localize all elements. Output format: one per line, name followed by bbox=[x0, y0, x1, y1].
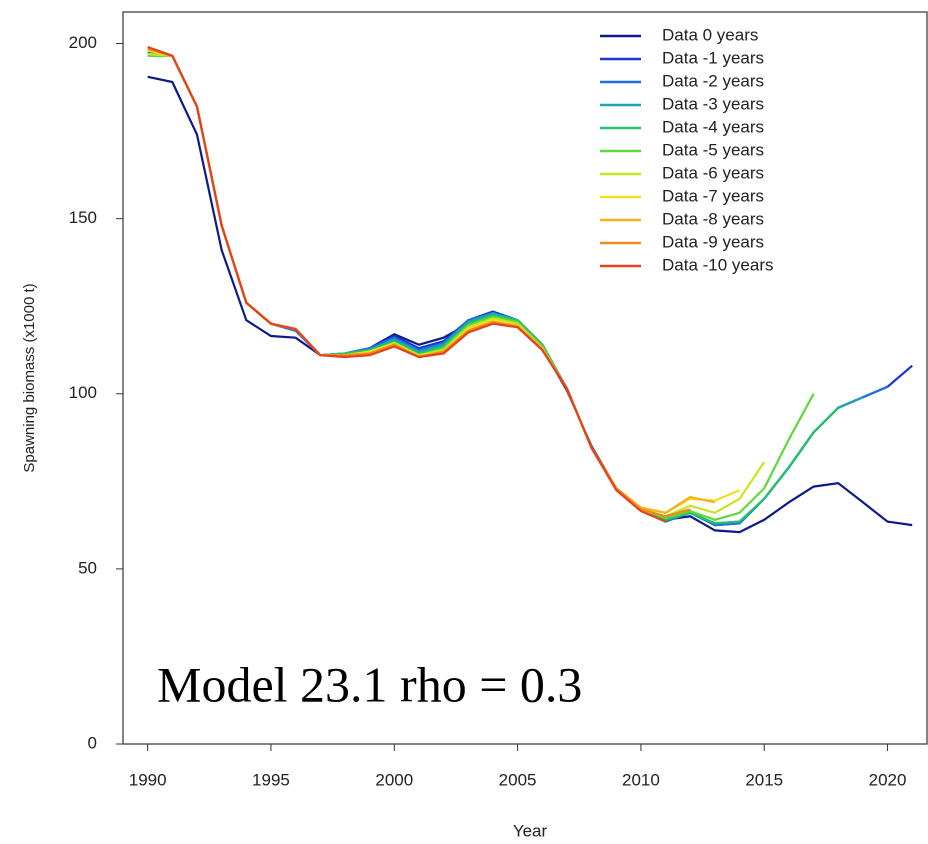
y-axis-label: Spawning biomass (x1000 t) bbox=[21, 283, 38, 472]
series-line bbox=[147, 49, 741, 514]
legend-label: Data -6 years bbox=[662, 163, 764, 182]
legend-label: Data -10 years bbox=[662, 255, 774, 274]
y-tick-label: 200 bbox=[69, 33, 97, 52]
x-tick-label: 1990 bbox=[129, 770, 167, 789]
y-tick-label: 100 bbox=[69, 383, 97, 402]
legend-label: Data -9 years bbox=[662, 232, 764, 251]
x-tick-label: 2005 bbox=[499, 770, 537, 789]
series-line bbox=[147, 45, 667, 523]
y-tick-label: 150 bbox=[69, 208, 97, 227]
x-tick-label: 2015 bbox=[745, 770, 783, 789]
series-line bbox=[147, 47, 691, 518]
x-tick-label: 2020 bbox=[869, 770, 907, 789]
y-tick-label: 50 bbox=[78, 558, 97, 577]
x-axis-label: Year bbox=[513, 821, 548, 840]
legend-label: Data -7 years bbox=[662, 186, 764, 205]
legend-label: Data -2 years bbox=[662, 71, 764, 90]
legend-label: Data -8 years bbox=[662, 209, 764, 228]
series-line bbox=[147, 75, 913, 534]
legend-label: Data -5 years bbox=[662, 140, 764, 159]
legend-label: Data -1 years bbox=[662, 48, 764, 67]
plot-frame bbox=[122, 11, 928, 745]
legend-label: Data 0 years bbox=[662, 25, 758, 44]
y-tick-label: 0 bbox=[88, 733, 97, 752]
x-tick-label: 2000 bbox=[375, 770, 413, 789]
legend-label: Data -3 years bbox=[662, 94, 764, 113]
x-tick-label: 2010 bbox=[622, 770, 660, 789]
series-line bbox=[147, 51, 888, 527]
legend-label: Data -4 years bbox=[662, 117, 764, 136]
x-tick-label: 1995 bbox=[252, 770, 290, 789]
annotation: Model 23.1 rho = 0.3 bbox=[157, 656, 582, 712]
